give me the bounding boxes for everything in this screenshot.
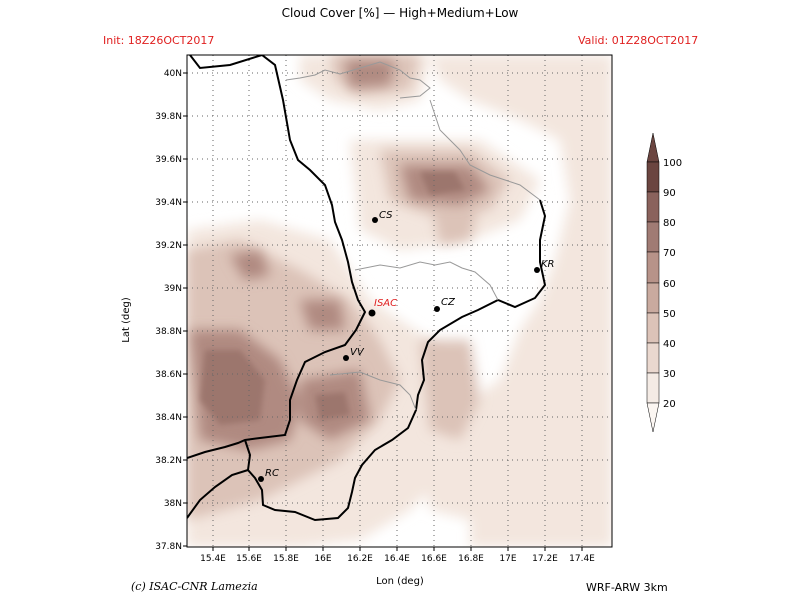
legend-level-label: 30 <box>663 369 676 380</box>
lat-tick-label: 39.2N <box>155 241 182 251</box>
lon-tick-label: 17.4E <box>569 554 595 564</box>
lat-tick-label: 39.4N <box>155 198 182 208</box>
lon-tick-label: 17.2E <box>532 554 558 564</box>
legend-level-label: 20 <box>663 399 676 410</box>
lat-tick-label: 38.2N <box>155 456 182 466</box>
legend-level-label: 80 <box>663 218 676 229</box>
graticule <box>187 55 612 547</box>
map-title: Cloud Cover [%] — High+Medium+Low <box>281 6 519 20</box>
lon-tick-label: 16.4E <box>384 554 410 564</box>
lat-tick-label: 39N <box>164 284 182 294</box>
lat-tick-label: 38.8N <box>155 327 182 337</box>
lat-tick-label: 38N <box>164 499 182 509</box>
lon-tick-label: 16E <box>314 554 331 564</box>
legend-swatch <box>646 342 660 374</box>
lat-tick-label: 38.4N <box>155 413 182 423</box>
lon-tick-label: 15.6E <box>236 554 262 564</box>
plot-frame <box>186 54 613 548</box>
city-markers: CS KR ISAC CZ VV RC <box>258 210 555 482</box>
lon-tick-label: 16.8E <box>458 554 484 564</box>
legend-level-label: 90 <box>663 188 676 199</box>
legend-swatch <box>646 282 660 314</box>
city-label-isac: ISAC <box>374 298 397 309</box>
legend-level-label: 70 <box>663 248 676 259</box>
legend-bottom-arrow <box>646 402 660 433</box>
city-label-rc: RC <box>265 468 279 479</box>
city-label-vv: VV <box>350 347 365 358</box>
city-dot-isac <box>368 309 376 317</box>
lon-tick-label: 16.6E <box>421 554 447 564</box>
legend-level-label: 100 <box>663 158 682 169</box>
city-label-cz: CZ <box>441 297 456 308</box>
valid-time-label: Valid: 01Z28OCT2017 <box>578 34 699 47</box>
legend-swatch <box>646 251 660 284</box>
lat-tick-label: 37.8N <box>155 542 182 552</box>
lat-tick-label: 38.6N <box>155 370 182 380</box>
city-dot-rc <box>258 476 264 482</box>
x-axis-label: Lon (deg) <box>376 576 424 587</box>
legend-level-label: 50 <box>663 309 676 320</box>
lon-tick-label: 16.2E <box>347 554 373 564</box>
lat-tick-label: 39.6N <box>155 155 182 165</box>
init-time-label: Init: 18Z26OCT2017 <box>103 34 215 47</box>
lon-tick-label: 17E <box>499 554 516 564</box>
legend-top-arrow <box>646 132 660 163</box>
color-scale-legend: 100 90 80 70 60 50 40 30 20 <box>646 132 682 433</box>
cloud-cover-field <box>187 55 612 547</box>
legend-swatch <box>646 312 660 344</box>
city-label-cs: CS <box>379 210 393 221</box>
legend-swatch <box>646 161 660 193</box>
city-label-kr: KR <box>541 259 555 270</box>
legend-swatch <box>646 191 660 223</box>
lat-tick-label: 40N <box>164 69 182 79</box>
city-dot-vv <box>343 355 349 361</box>
city-dot-cs <box>372 217 378 223</box>
legend-swatch <box>646 372 660 404</box>
lon-tick-label: 15.8E <box>273 554 299 564</box>
legend-swatch <box>646 221 660 253</box>
lon-tick-label: 15.4E <box>200 554 226 564</box>
city-dot-kr <box>534 267 540 273</box>
lat-tick-label: 39.8N <box>155 112 182 122</box>
regional-borders <box>285 61 541 411</box>
legend-level-label: 40 <box>663 339 676 350</box>
model-label: WRF-ARW 3km <box>586 581 668 594</box>
legend-level-label: 60 <box>663 279 676 290</box>
coastline <box>187 55 547 522</box>
city-dot-cz <box>434 306 440 312</box>
y-axis-label: Lat (deg) <box>121 297 132 343</box>
credit-label: (c) ISAC-CNR Lamezia <box>131 580 258 593</box>
